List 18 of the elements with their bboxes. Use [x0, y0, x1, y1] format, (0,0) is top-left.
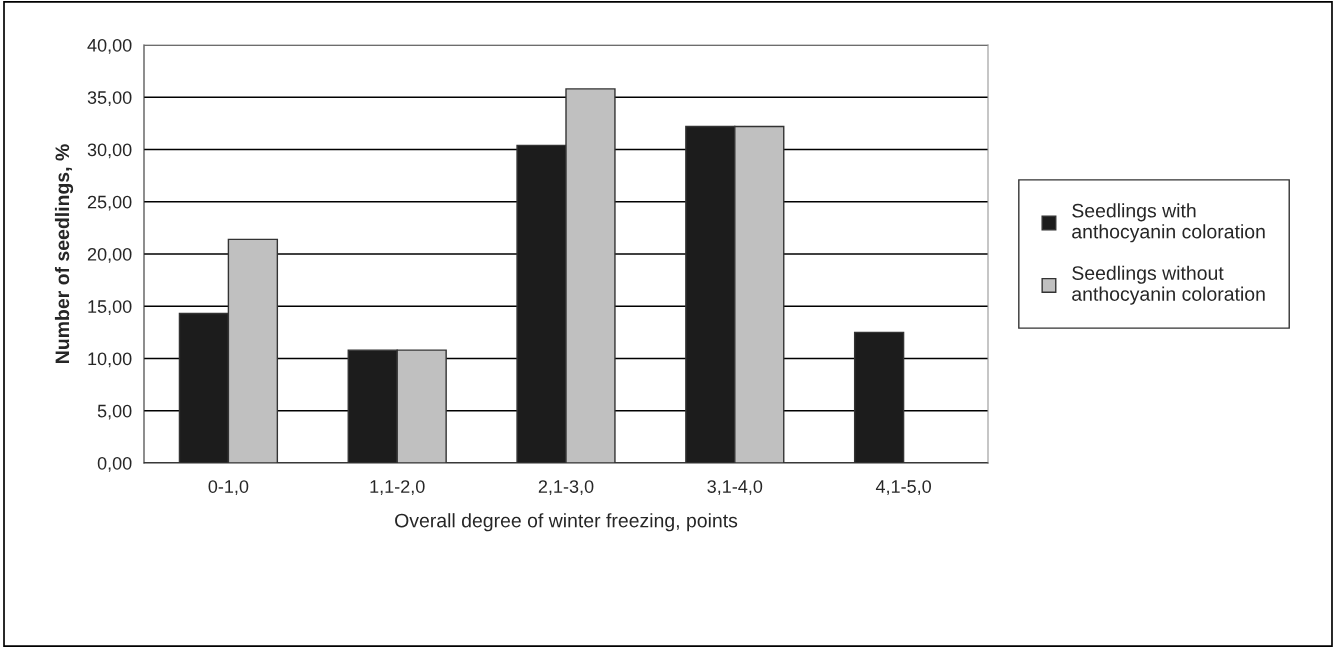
y-tick-label: 20,00: [87, 247, 132, 263]
y-tick-label: 30,00: [87, 143, 132, 159]
y-tick-label: 15,00: [88, 300, 132, 316]
y-axis-title: Number of seedlings, %: [54, 144, 74, 363]
x-tick-label: 1,1-2,0: [370, 480, 425, 496]
x-tick-label: 3,1-4,0: [707, 480, 763, 496]
legend-label: Seedlings without anthocyanin coloration: [1072, 265, 1265, 305]
x-tick-label: 0-1,0: [208, 480, 249, 496]
y-tick-label: 5,00: [97, 404, 132, 420]
y-tick-label: 35,00: [87, 91, 132, 107]
x-tick-label: 2,1-3,0: [538, 480, 594, 496]
y-tick-label: 0,00: [97, 456, 132, 472]
y-tick-label: 10,00: [88, 352, 132, 368]
x-axis-title: Overall degree of winter freezing, points: [395, 513, 738, 532]
x-tick-label: 4,1-5,0: [875, 480, 931, 496]
legend-label: Seedlings with anthocyanin coloration: [1072, 203, 1265, 243]
y-tick-label: 25,00: [87, 195, 132, 211]
y-tick-label: 40,00: [87, 38, 132, 54]
